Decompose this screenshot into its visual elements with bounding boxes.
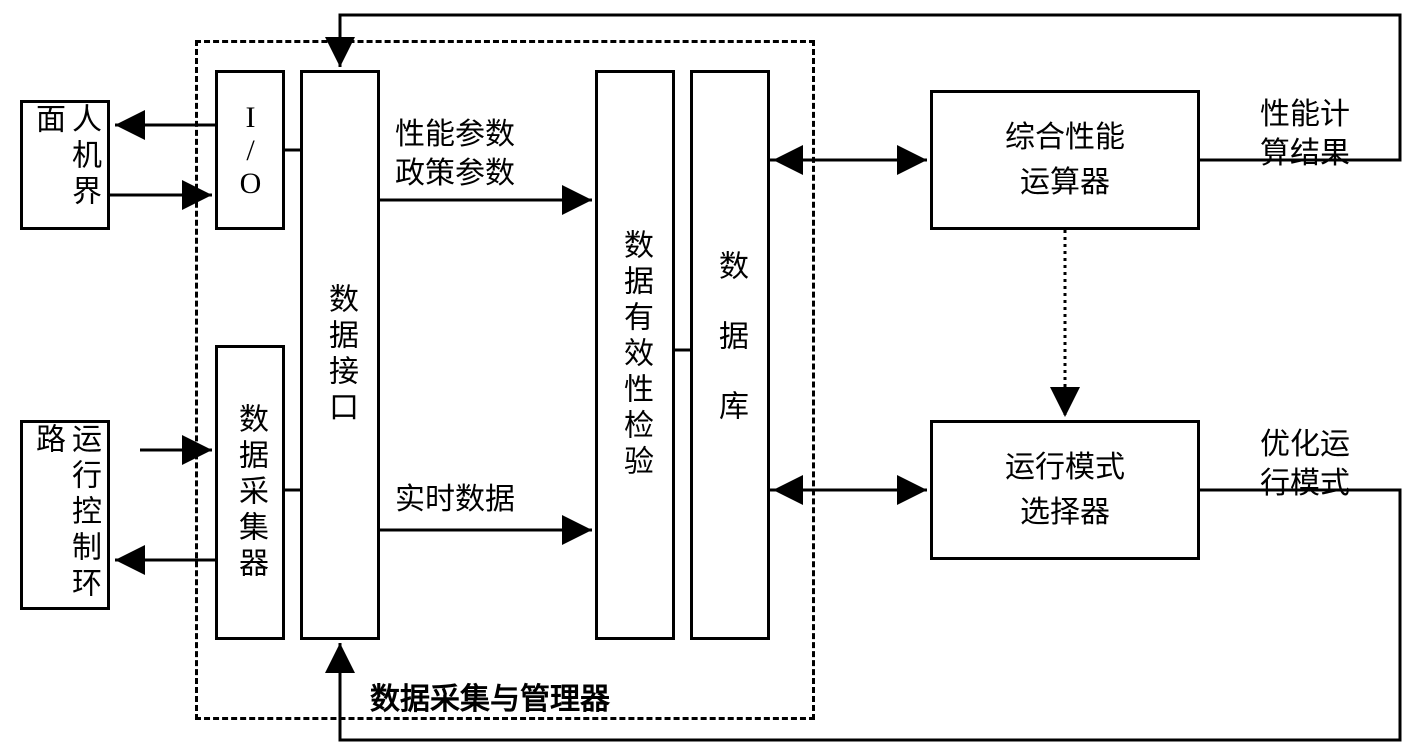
node-io-label: I/O [232,101,268,200]
node-collector-label: 数据采集器 [232,403,268,583]
node-perf-calc-label: 综合性能运算器 [1005,115,1125,205]
node-data-manager-caption: 数据采集与管理器 [370,680,610,719]
node-mode-sel: 运行模式选择器 [930,420,1200,560]
node-ctrl-loop: 运行控制环路 [20,420,110,610]
label-perf-result: 性能计 算结果 [1260,95,1350,173]
node-mode-sel-label: 运行模式选择器 [1005,445,1125,535]
node-database: 数据库 [690,70,770,640]
label-realtime: 实时数据 [395,480,515,519]
node-perf-calc: 综合性能运算器 [930,90,1200,230]
label-perf-policy: 性能参数 政策参数 [395,115,515,193]
label-opt-mode: 优化运 行模式 [1260,425,1350,503]
node-data-if-label: 数据接口 [322,283,358,427]
node-validity: 数据有效性检验 [595,70,675,640]
node-database-label: 数据库 [712,250,748,460]
node-data-if: 数据接口 [300,70,380,640]
node-hmi-label: 人机界面 [29,103,101,227]
node-validity-label: 数据有效性检验 [617,229,653,481]
node-io: I/O [215,70,285,230]
node-ctrl-loop-label: 运行控制环路 [29,423,101,607]
node-collector: 数据采集器 [215,345,285,640]
node-hmi: 人机界面 [20,100,110,230]
